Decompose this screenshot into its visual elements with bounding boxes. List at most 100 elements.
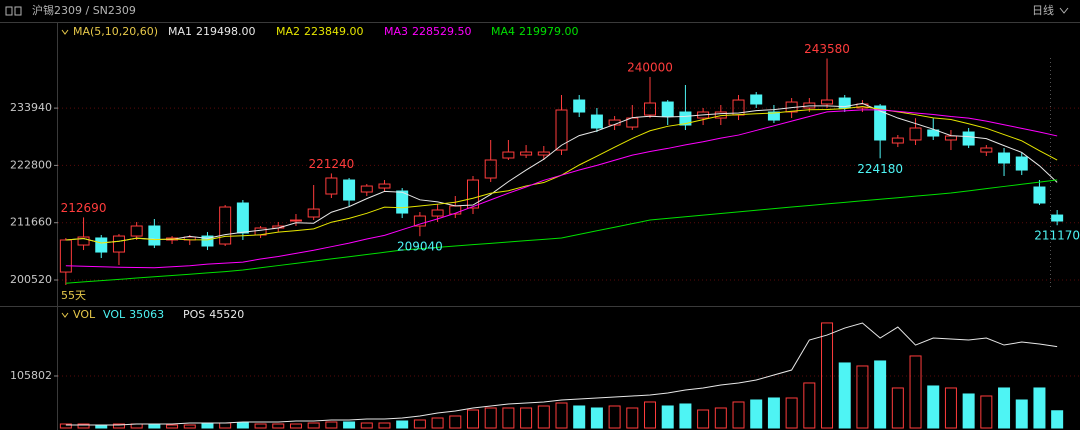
instrument-title: 沪锡2309 / SN2309 bbox=[32, 3, 136, 17]
legend-value: 35063 bbox=[129, 308, 164, 321]
candle-body bbox=[343, 179, 356, 201]
collapse-chevron[interactable] bbox=[61, 29, 69, 35]
candle-body bbox=[1033, 186, 1046, 204]
volume-bar bbox=[856, 365, 869, 429]
high-annotation: 221240 bbox=[308, 157, 354, 171]
position-line bbox=[65, 322, 1058, 426]
volume-bar bbox=[378, 422, 391, 429]
candle-body bbox=[431, 209, 444, 217]
volume-bar bbox=[1015, 399, 1028, 429]
volume-bar bbox=[1051, 410, 1064, 429]
volume-bar bbox=[431, 417, 444, 429]
legend-name: MA3 bbox=[384, 25, 408, 38]
y-tick-label: 233940 bbox=[10, 101, 52, 114]
volume-bar bbox=[909, 355, 922, 429]
candle-body bbox=[112, 235, 125, 253]
candle-body bbox=[590, 114, 603, 129]
volume-bar bbox=[626, 407, 639, 429]
volume-bar bbox=[661, 405, 674, 429]
ma-line bbox=[65, 109, 1058, 269]
y-tick-label: 211660 bbox=[10, 216, 52, 229]
legend-entry: MA2 223849.00 bbox=[276, 25, 364, 38]
candle-body bbox=[998, 152, 1011, 164]
candle-body bbox=[661, 101, 674, 117]
candle-body bbox=[201, 235, 214, 247]
legend-entry: MA4 219979.00 bbox=[491, 25, 579, 38]
ma-line bbox=[65, 179, 1058, 284]
volume-bar bbox=[590, 407, 603, 429]
volume-bar bbox=[573, 405, 586, 429]
legend-name: MA4 bbox=[491, 25, 515, 38]
volume-bar bbox=[697, 409, 710, 429]
volume-bar bbox=[289, 423, 302, 429]
candle-body bbox=[537, 151, 550, 156]
candle-body bbox=[466, 179, 479, 209]
volume-bar bbox=[944, 387, 957, 429]
volume-bar bbox=[767, 397, 780, 429]
legend-name: VOL bbox=[103, 308, 126, 321]
volume-bar bbox=[891, 387, 904, 429]
low-annotation: 211170 bbox=[1034, 229, 1080, 243]
low-annotation: 209040 bbox=[397, 240, 443, 254]
volume-bar bbox=[325, 421, 338, 429]
high-annotation: 212690 bbox=[61, 201, 107, 215]
volume-bar bbox=[502, 407, 515, 429]
legend-value: 219979.00 bbox=[519, 25, 579, 38]
volume-bar bbox=[821, 322, 834, 429]
candle-body bbox=[644, 102, 657, 116]
indicator-label: MA(5,10,20,60) bbox=[73, 25, 158, 38]
volume-bar bbox=[874, 360, 887, 429]
candle-body bbox=[767, 111, 780, 121]
volume-bar bbox=[803, 382, 816, 429]
candle-body bbox=[1051, 214, 1064, 222]
period-label: 55天 bbox=[61, 289, 86, 302]
legend-value: 219498.00 bbox=[196, 25, 256, 38]
candle-body bbox=[909, 127, 922, 141]
volume-bar bbox=[112, 423, 125, 429]
candle-body bbox=[378, 183, 391, 189]
candle-body bbox=[962, 131, 975, 146]
legend-value: 228529.50 bbox=[412, 25, 472, 38]
volume-bar bbox=[449, 415, 462, 429]
high-annotation: 243580 bbox=[804, 42, 850, 56]
dropdown-arrow[interactable] bbox=[1059, 7, 1069, 14]
volume-bar bbox=[785, 397, 798, 429]
candle-body bbox=[555, 109, 568, 151]
candle-body bbox=[413, 215, 426, 227]
volume-bar bbox=[644, 401, 657, 429]
icon bbox=[14, 6, 22, 16]
candle-body bbox=[874, 105, 887, 141]
volume-bar bbox=[254, 423, 267, 429]
legend-entry: MA1 219498.00 bbox=[168, 25, 256, 38]
volume-bar bbox=[732, 401, 745, 429]
legend-entry: VOL 35063 bbox=[103, 308, 164, 321]
legend-name: POS bbox=[183, 308, 205, 321]
candle-body bbox=[502, 151, 515, 159]
volume-bar bbox=[679, 403, 692, 429]
candle-body bbox=[77, 236, 90, 246]
legend-name: MA2 bbox=[276, 25, 300, 38]
volume-bar bbox=[77, 423, 90, 429]
low-annotation: 224180 bbox=[857, 162, 903, 176]
volume-bar bbox=[343, 421, 356, 429]
legend-name: MA1 bbox=[168, 25, 192, 38]
candle-body bbox=[289, 219, 302, 222]
candle-body bbox=[750, 94, 763, 105]
y-tick-label: 105802 bbox=[10, 369, 52, 382]
volume-bar bbox=[537, 405, 550, 429]
candle-body bbox=[838, 97, 851, 109]
volume-bar bbox=[750, 399, 763, 429]
period-selector[interactable]: 日线 bbox=[1032, 3, 1054, 17]
volume-bar bbox=[183, 424, 196, 429]
candle-body bbox=[821, 99, 834, 105]
top-bar: 沪锡2309 / SN2309 日线 bbox=[0, 3, 1080, 23]
collapse-chevron[interactable] bbox=[61, 312, 69, 318]
volume-bar bbox=[962, 393, 975, 429]
volume-bar bbox=[148, 423, 161, 429]
candle-body bbox=[148, 225, 161, 246]
volume-bar bbox=[360, 422, 373, 429]
volume-bar bbox=[413, 419, 426, 429]
candle-body bbox=[484, 159, 497, 179]
volume-bar bbox=[980, 395, 993, 429]
